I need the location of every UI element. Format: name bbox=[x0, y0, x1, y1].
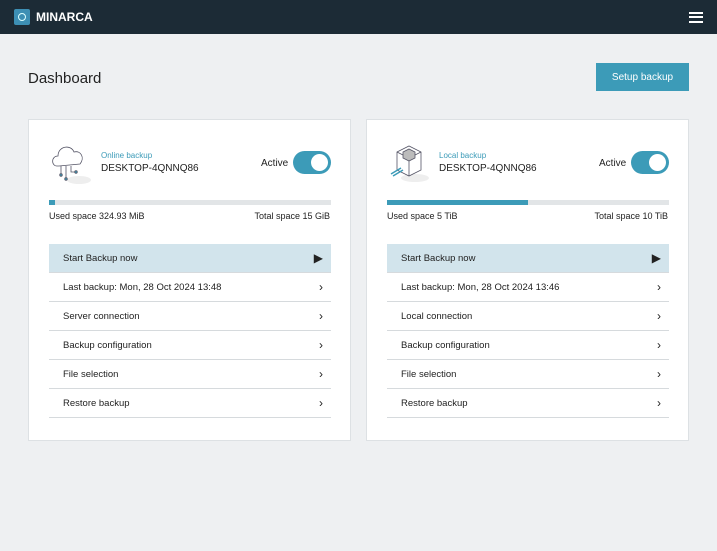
logo-icon bbox=[14, 9, 30, 25]
play-icon: ▶ bbox=[651, 251, 661, 265]
chevron-right-icon: › bbox=[319, 280, 323, 294]
app-name: MINARCA bbox=[36, 10, 93, 24]
usage-bar bbox=[49, 200, 331, 205]
item-label: Last backup: Mon, 28 Oct 2024 13:48 bbox=[63, 281, 222, 293]
action-list: Start Backup now ▶ Last backup: Mon, 28 Oc… bbox=[49, 244, 331, 418]
setup-backup-button[interactable]: Setup backup bbox=[596, 63, 689, 91]
chevron-right-icon: › bbox=[657, 338, 661, 352]
item-label: Server connection bbox=[63, 310, 140, 322]
usage-fill bbox=[387, 200, 528, 205]
active-label: Active bbox=[599, 158, 627, 169]
list-item[interactable]: File selection › bbox=[387, 360, 669, 389]
usage-bar bbox=[387, 200, 669, 205]
list-item[interactable]: Restore backup › bbox=[49, 389, 331, 418]
item-label: Start Backup now bbox=[63, 252, 138, 264]
list-item[interactable]: Restore backup › bbox=[387, 389, 669, 418]
top-bar: MINARCA bbox=[0, 0, 717, 34]
used-space: Used space 5 TiB bbox=[387, 211, 458, 221]
play-icon: ▶ bbox=[313, 251, 323, 265]
host-name: DESKTOP-4QNNQ86 bbox=[101, 163, 199, 174]
backup-kind: Online backup bbox=[101, 151, 153, 160]
list-item[interactable]: Backup configuration › bbox=[387, 331, 669, 360]
item-label: File selection bbox=[401, 368, 457, 380]
list-item[interactable]: Local connection › bbox=[387, 302, 669, 331]
item-label: File selection bbox=[63, 368, 119, 380]
chevron-right-icon: › bbox=[319, 367, 323, 381]
list-item[interactable]: Start Backup now ▶ bbox=[49, 244, 331, 273]
chevron-right-icon: › bbox=[657, 396, 661, 410]
active-label: Active bbox=[261, 158, 289, 169]
chevron-right-icon: › bbox=[319, 396, 323, 410]
item-label: Restore backup bbox=[401, 397, 468, 409]
backup-kind: Local backup bbox=[439, 151, 487, 160]
hamburger-menu-icon[interactable] bbox=[689, 11, 703, 23]
host-name: DESKTOP-4QNNQ86 bbox=[439, 163, 537, 174]
item-label: Last backup: Mon, 28 Oct 2024 13:46 bbox=[401, 281, 560, 293]
page-title: Dashboard bbox=[28, 70, 102, 87]
item-label: Restore backup bbox=[63, 397, 130, 409]
list-item[interactable]: Last backup: Mon, 28 Oct 2024 13:48 › bbox=[49, 273, 331, 302]
chevron-right-icon: › bbox=[657, 280, 661, 294]
list-item[interactable]: Server connection › bbox=[49, 302, 331, 331]
item-label: Start Backup now bbox=[401, 252, 476, 264]
backup-card-1: Local backup DESKTOP-4QNNQ86 Active Used… bbox=[366, 119, 689, 441]
used-space: Used space 324.93 MiB bbox=[49, 211, 145, 221]
drive-box-icon bbox=[387, 138, 429, 186]
chevron-right-icon: › bbox=[657, 309, 661, 323]
active-toggle[interactable] bbox=[631, 151, 669, 174]
list-item[interactable]: Backup configuration › bbox=[49, 331, 331, 360]
total-space: Total space 15 GiB bbox=[254, 211, 330, 221]
usage-fill bbox=[49, 200, 55, 205]
item-label: Backup configuration bbox=[401, 339, 490, 351]
chevron-right-icon: › bbox=[319, 309, 323, 323]
item-label: Backup configuration bbox=[63, 339, 152, 351]
chevron-right-icon: › bbox=[319, 338, 323, 352]
brand[interactable]: MINARCA bbox=[14, 9, 93, 25]
list-item[interactable]: Start Backup now ▶ bbox=[387, 244, 669, 273]
item-label: Local connection bbox=[401, 310, 473, 322]
cloud-icon bbox=[49, 138, 91, 186]
list-item[interactable]: File selection › bbox=[49, 360, 331, 389]
action-list: Start Backup now ▶ Last backup: Mon, 28 Oc… bbox=[387, 244, 669, 418]
backup-card-0: Online backup DESKTOP-4QNNQ86 Active Use… bbox=[28, 119, 351, 441]
list-item[interactable]: Last backup: Mon, 28 Oct 2024 13:46 › bbox=[387, 273, 669, 302]
chevron-right-icon: › bbox=[657, 367, 661, 381]
active-toggle[interactable] bbox=[293, 151, 331, 174]
total-space: Total space 10 TiB bbox=[594, 211, 668, 221]
